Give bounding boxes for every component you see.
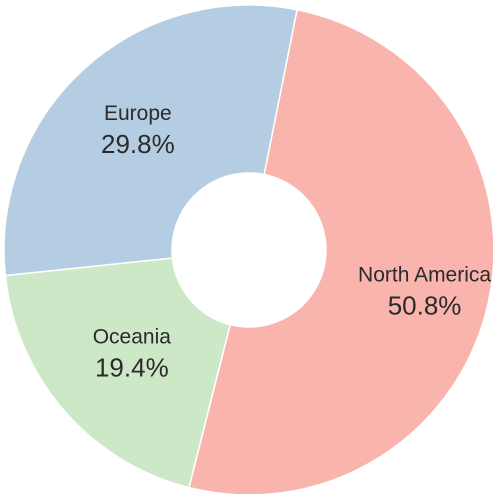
- donut-slices: [4, 5, 493, 494]
- slice-value-europe: 29.8%: [101, 129, 175, 159]
- slice-value-oceania: 19.4%: [95, 352, 169, 382]
- slice-label-europe: Europe: [104, 102, 172, 125]
- slice-value-north-america: 50.8%: [388, 291, 462, 321]
- slice-label-oceania: Oceania: [93, 325, 172, 348]
- slice-label-north-america: North America: [358, 264, 491, 287]
